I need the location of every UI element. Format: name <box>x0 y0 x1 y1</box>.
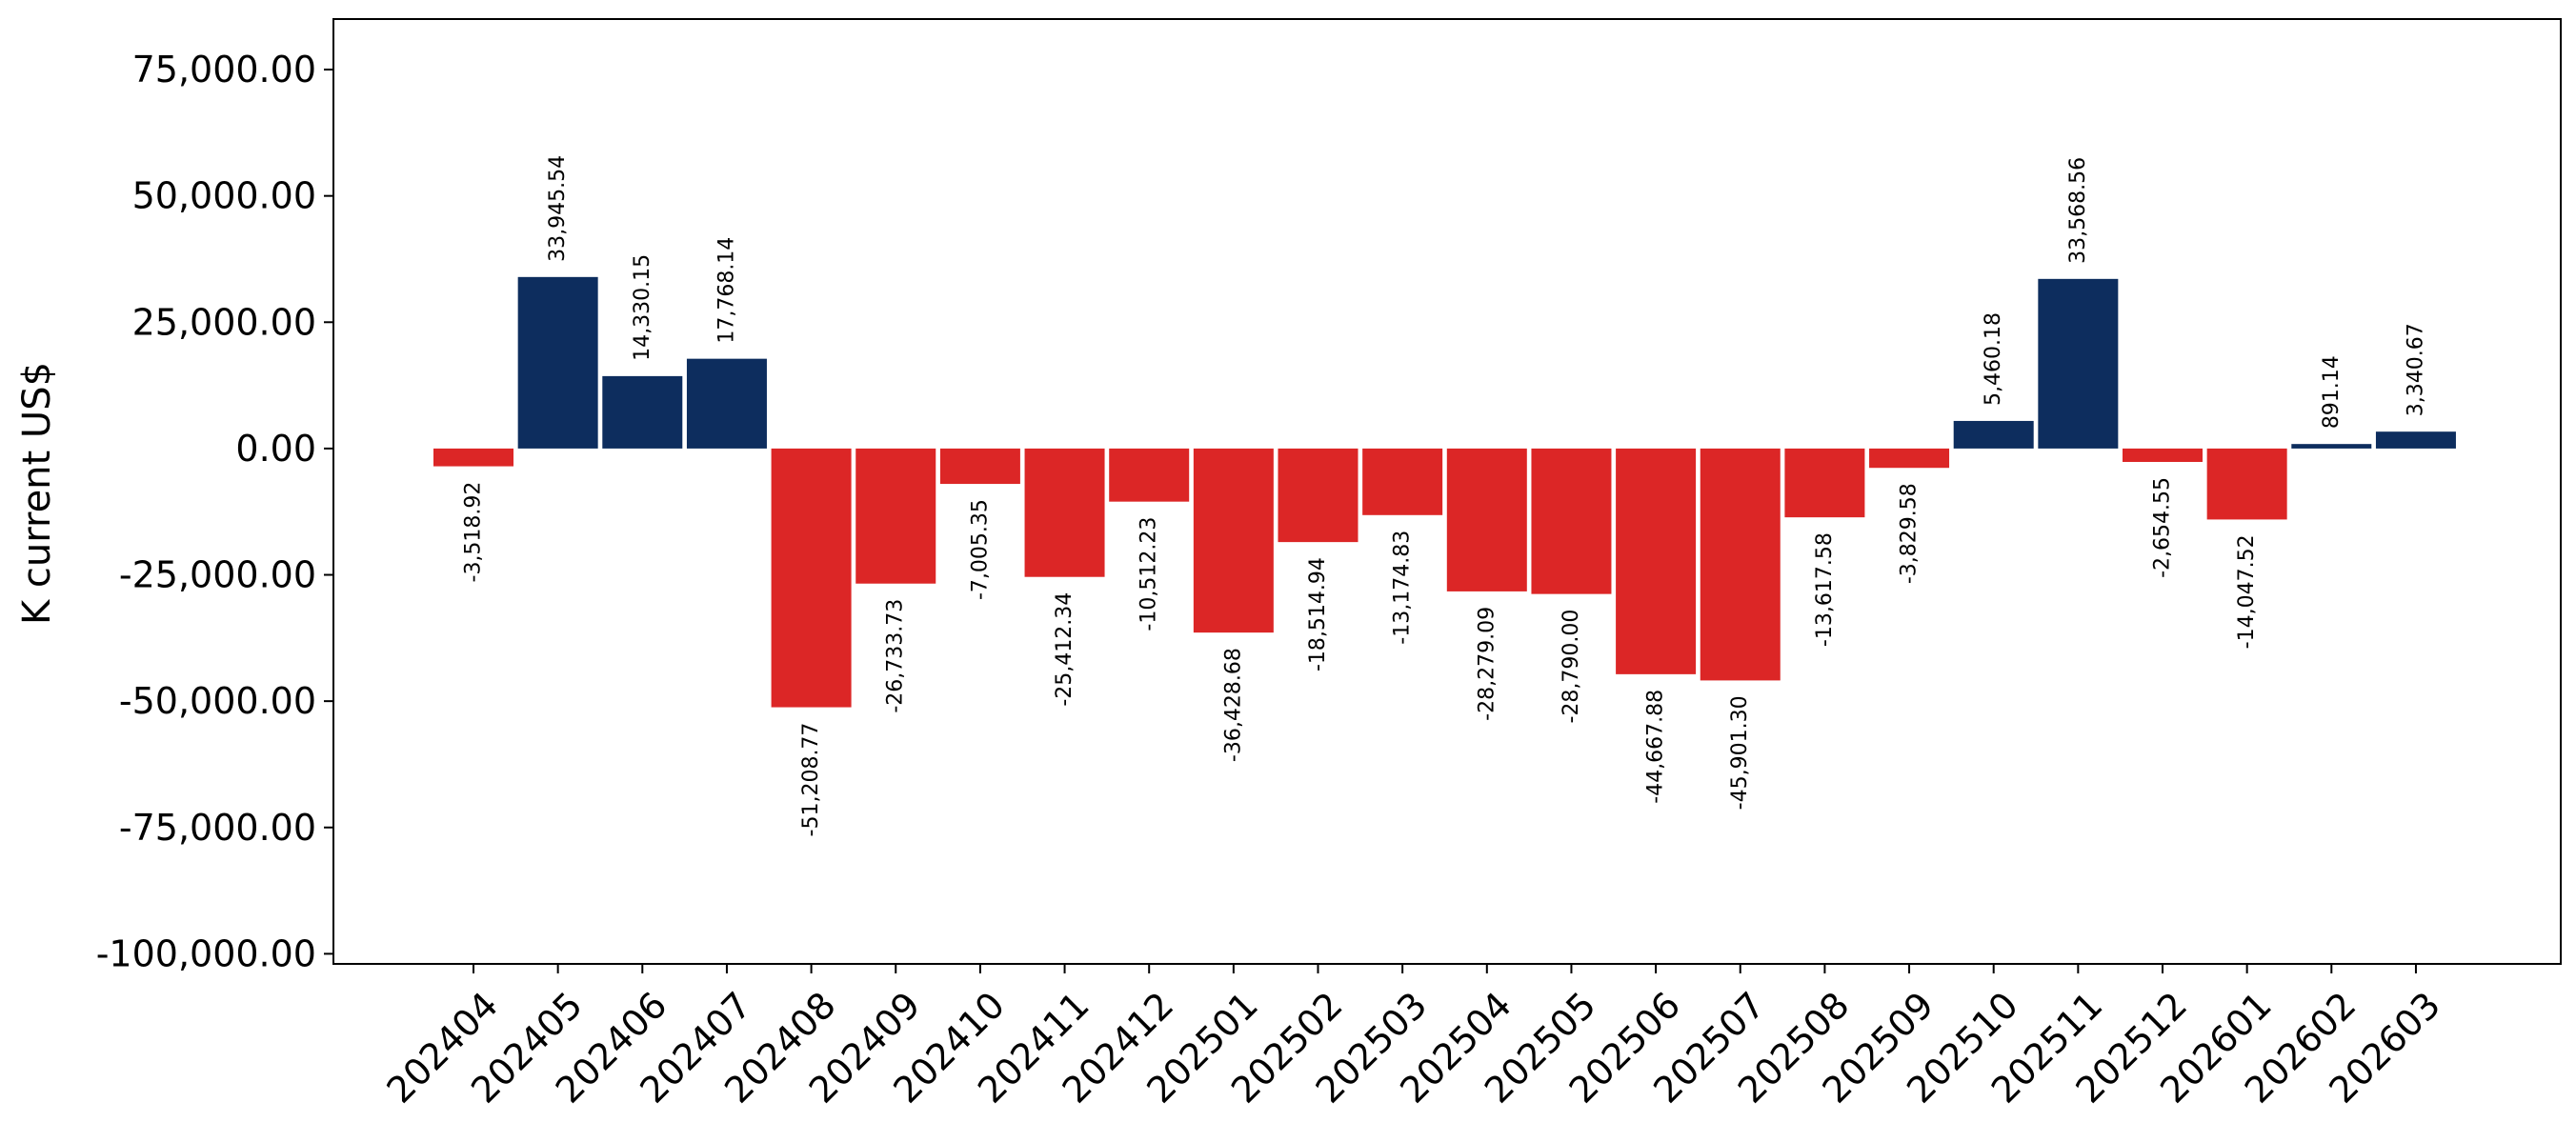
bar-value-label: -28,790.00 <box>1560 610 1583 724</box>
bar <box>1024 448 1105 577</box>
plot-area: 75,000.00 50,000.00 25,000.00 0.00 -25,000.0… <box>96 18 2562 1112</box>
bar-value-label: -10,512.23 <box>1137 517 1161 631</box>
bar-value-label: -25,412.34 <box>1053 592 1077 707</box>
bar-value-label: -45,901.30 <box>1728 695 1752 810</box>
y-tick-label: 75,000.00 <box>132 49 316 90</box>
bar-value-label: 3,340.67 <box>2404 323 2427 416</box>
bar-value-label: -26,733.73 <box>884 599 908 713</box>
bar-value-label: 17,768.14 <box>714 237 738 344</box>
bar-value-label: -51,208.77 <box>799 723 823 837</box>
bar <box>2291 444 2372 449</box>
bar <box>1278 448 1358 543</box>
y-tick-label: -50,000.00 <box>119 680 316 722</box>
bar <box>2123 448 2203 462</box>
bar <box>1446 448 1527 591</box>
y-tick-label: 50,000.00 <box>132 175 316 217</box>
y-axis-title: K current US$ <box>15 362 59 625</box>
bar-value-label: 14,330.15 <box>631 254 654 361</box>
bar-value-label: -13,617.58 <box>1813 532 1837 647</box>
bar <box>855 448 936 584</box>
bar-value-label: -13,174.83 <box>1391 531 1415 645</box>
y-tick-label: 0.00 <box>235 428 316 470</box>
bar <box>1109 448 1190 502</box>
bar <box>602 375 683 449</box>
bar-value-label: 33,568.56 <box>2066 157 2090 264</box>
y-tick-label: -75,000.00 <box>119 807 316 849</box>
bar <box>1784 448 1865 518</box>
y-tick-label: -100,000.00 <box>96 932 316 974</box>
bar <box>2038 278 2119 449</box>
bar <box>1362 448 1443 515</box>
y-tick-label: -25,000.00 <box>119 554 316 596</box>
bar-value-label: 33,945.54 <box>546 155 570 262</box>
bar-value-label: -2,654.55 <box>2151 477 2175 578</box>
bar-value-label: -3,518.92 <box>462 482 486 583</box>
bar <box>1953 420 2034 449</box>
bar-value-label: -44,667.88 <box>1644 690 1668 804</box>
bar-value-label: 891.14 <box>2320 355 2344 429</box>
bar <box>517 276 598 449</box>
bar <box>686 358 767 449</box>
bar-value-label: -7,005.35 <box>968 499 992 600</box>
bar <box>771 448 852 708</box>
bar-value-label: -14,047.52 <box>2235 534 2259 649</box>
bar <box>433 448 513 467</box>
bar-value-label: -18,514.94 <box>1306 557 1330 671</box>
bar <box>1531 448 1612 594</box>
bar <box>1700 448 1781 681</box>
bar <box>939 448 1020 485</box>
bar <box>1193 448 1274 633</box>
bar-value-label: -36,428.68 <box>1221 648 1245 762</box>
bar <box>1616 448 1697 674</box>
bar <box>2375 431 2456 449</box>
bar-value-label: -28,279.09 <box>1475 607 1499 721</box>
plot-frame <box>332 18 2562 965</box>
bar <box>1869 448 1950 469</box>
bar-value-label: -3,829.58 <box>1898 483 1922 584</box>
bar <box>2206 448 2287 520</box>
bar-value-label: 5,460.18 <box>1982 312 2005 406</box>
y-tick-label: 25,000.00 <box>132 301 316 343</box>
